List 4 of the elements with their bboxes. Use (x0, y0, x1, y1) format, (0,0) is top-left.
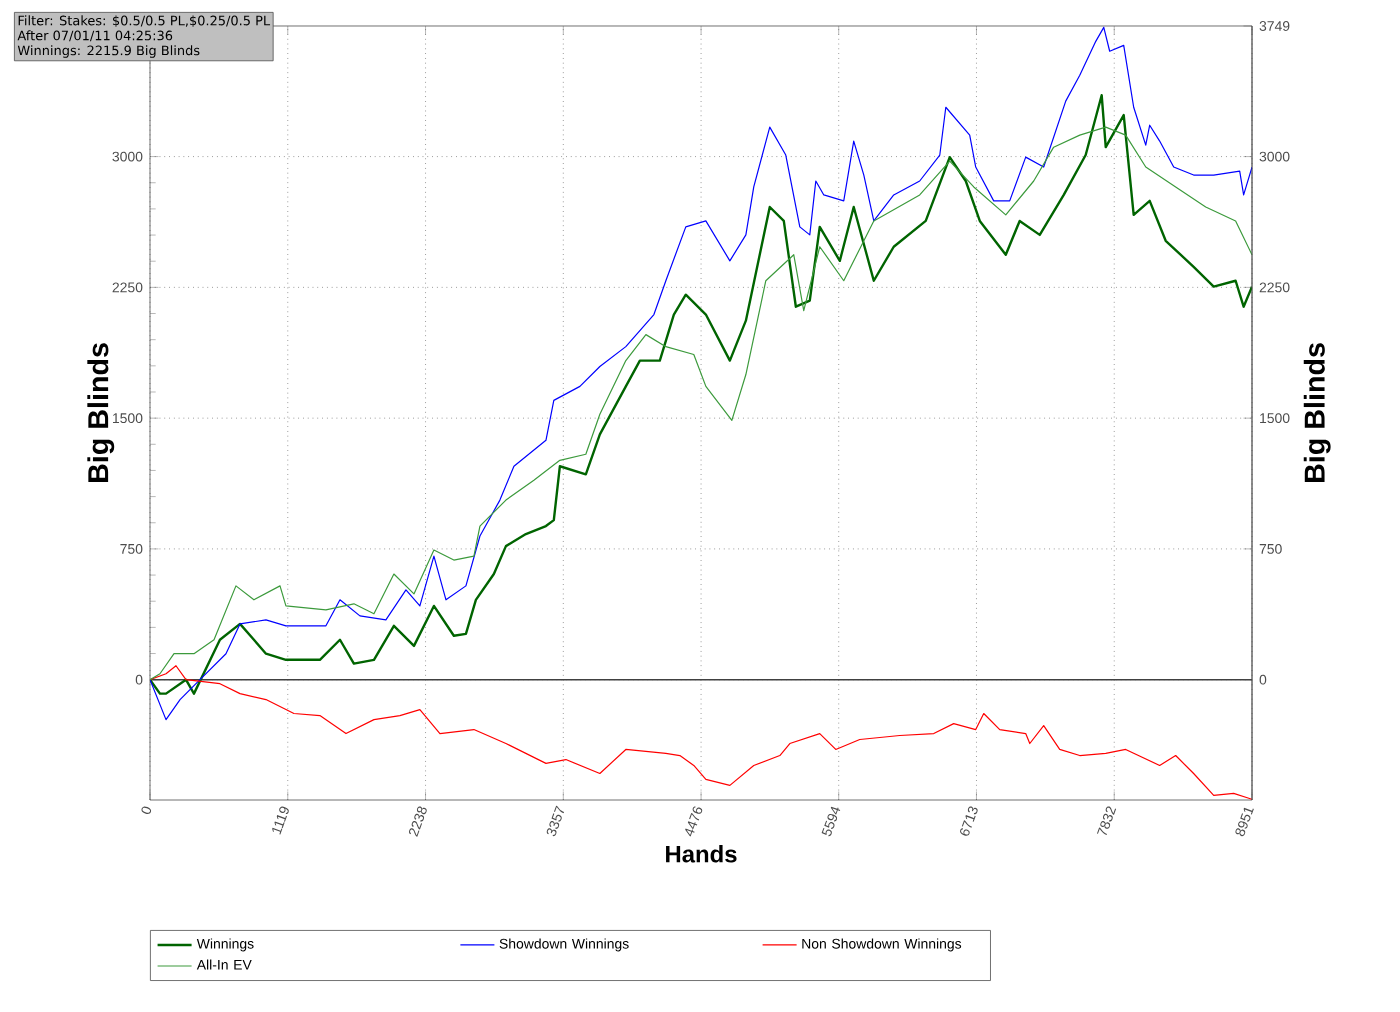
line-series (150, 665, 1252, 800)
x-axis-title: Hands (666, 845, 737, 863)
y-axis-title: Big Blinds (87, 343, 115, 483)
y2-axis-title: Big Blinds (1303, 343, 1331, 483)
